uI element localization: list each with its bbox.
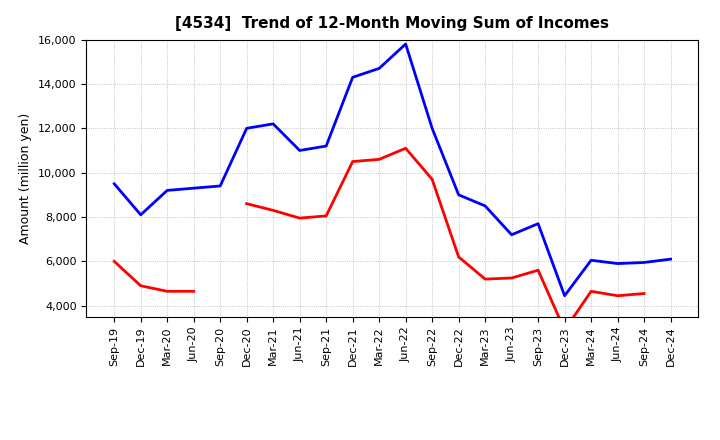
Ordinary Income [640,260,649,265]
Net Income [136,283,145,288]
Ordinary Income [136,212,145,217]
Ordinary Income [110,181,119,187]
Line: Net Income: Net Income [114,261,194,291]
Ordinary Income [587,257,595,263]
Ordinary Income [375,66,384,71]
Ordinary Income [322,143,330,149]
Net Income [163,289,171,294]
Line: Ordinary Income: Ordinary Income [114,44,670,296]
Ordinary Income [189,186,198,191]
Title: [4534]  Trend of 12-Month Moving Sum of Incomes: [4534] Trend of 12-Month Moving Sum of I… [176,16,609,32]
Ordinary Income [401,41,410,47]
Ordinary Income [666,257,675,262]
Ordinary Income [243,126,251,131]
Ordinary Income [295,148,304,153]
Net Income [189,289,198,294]
Ordinary Income [269,121,277,127]
Ordinary Income [534,221,542,226]
Ordinary Income [428,126,436,131]
Ordinary Income [560,293,569,298]
Ordinary Income [454,192,463,198]
Ordinary Income [348,75,357,80]
Ordinary Income [216,183,225,189]
Ordinary Income [163,188,171,193]
Ordinary Income [508,232,516,238]
Y-axis label: Amount (million yen): Amount (million yen) [19,113,32,244]
Net Income [110,259,119,264]
Ordinary Income [613,261,622,266]
Ordinary Income [481,203,490,209]
